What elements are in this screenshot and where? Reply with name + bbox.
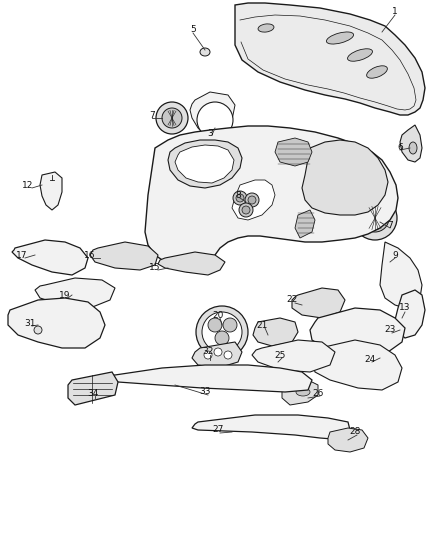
Polygon shape	[145, 126, 398, 272]
Text: 24: 24	[364, 356, 376, 365]
Circle shape	[156, 102, 188, 134]
Polygon shape	[40, 172, 62, 210]
Polygon shape	[235, 3, 425, 115]
Circle shape	[215, 331, 229, 345]
Text: 1: 1	[392, 7, 398, 17]
Circle shape	[214, 348, 222, 356]
Polygon shape	[302, 140, 388, 215]
Text: 28: 28	[350, 427, 360, 437]
Text: 26: 26	[312, 389, 324, 398]
Polygon shape	[275, 138, 312, 166]
Polygon shape	[158, 252, 225, 275]
Text: 31: 31	[24, 319, 36, 327]
Polygon shape	[190, 92, 235, 138]
Polygon shape	[253, 318, 298, 346]
Ellipse shape	[258, 24, 274, 32]
Polygon shape	[232, 180, 275, 220]
Text: 17: 17	[16, 251, 28, 260]
Polygon shape	[192, 342, 242, 368]
Circle shape	[208, 318, 222, 332]
Text: 3: 3	[207, 128, 213, 138]
Circle shape	[204, 351, 212, 359]
Text: 12: 12	[22, 181, 34, 190]
Polygon shape	[12, 240, 88, 275]
Ellipse shape	[200, 48, 210, 56]
Circle shape	[242, 206, 250, 214]
Polygon shape	[295, 210, 315, 238]
Polygon shape	[395, 290, 425, 338]
Text: 13: 13	[399, 303, 411, 312]
Text: 22: 22	[286, 295, 298, 304]
Circle shape	[224, 351, 232, 359]
Polygon shape	[292, 288, 345, 318]
Text: 34: 34	[87, 389, 99, 398]
Polygon shape	[90, 242, 158, 270]
Polygon shape	[168, 140, 242, 188]
Text: 16: 16	[84, 251, 96, 260]
Circle shape	[197, 102, 233, 138]
Text: 25: 25	[274, 351, 286, 359]
Polygon shape	[380, 242, 422, 308]
Polygon shape	[192, 415, 350, 440]
Circle shape	[162, 108, 182, 128]
Polygon shape	[310, 308, 405, 358]
Polygon shape	[175, 145, 234, 183]
Text: 21: 21	[256, 320, 268, 329]
Circle shape	[236, 194, 244, 202]
Ellipse shape	[326, 32, 353, 44]
Circle shape	[245, 193, 259, 207]
Text: 9: 9	[392, 251, 398, 260]
Text: 5: 5	[190, 26, 196, 35]
Text: 7: 7	[149, 110, 155, 119]
Circle shape	[361, 204, 389, 232]
Circle shape	[239, 203, 253, 217]
Ellipse shape	[409, 142, 417, 154]
Text: 20: 20	[212, 311, 224, 319]
Text: 8: 8	[235, 191, 241, 200]
Text: 15: 15	[149, 263, 161, 272]
Polygon shape	[252, 340, 335, 372]
Circle shape	[202, 312, 242, 352]
Circle shape	[34, 326, 42, 334]
Circle shape	[353, 196, 397, 240]
Ellipse shape	[296, 388, 310, 396]
Text: 27: 27	[212, 425, 224, 434]
Ellipse shape	[347, 49, 372, 61]
Text: 32: 32	[202, 348, 214, 357]
Polygon shape	[35, 278, 115, 308]
Text: 19: 19	[59, 290, 71, 300]
Text: 6: 6	[397, 143, 403, 152]
Text: 33: 33	[199, 387, 211, 397]
Polygon shape	[328, 428, 368, 452]
Circle shape	[233, 191, 247, 205]
Polygon shape	[110, 365, 312, 392]
Polygon shape	[282, 380, 318, 405]
Polygon shape	[400, 125, 422, 162]
Polygon shape	[8, 298, 105, 348]
Text: 7: 7	[387, 221, 393, 230]
Polygon shape	[312, 340, 402, 390]
Circle shape	[248, 196, 256, 204]
Circle shape	[196, 306, 248, 358]
Circle shape	[223, 318, 237, 332]
Text: 23: 23	[384, 326, 396, 335]
Ellipse shape	[367, 66, 387, 78]
Polygon shape	[68, 372, 118, 405]
